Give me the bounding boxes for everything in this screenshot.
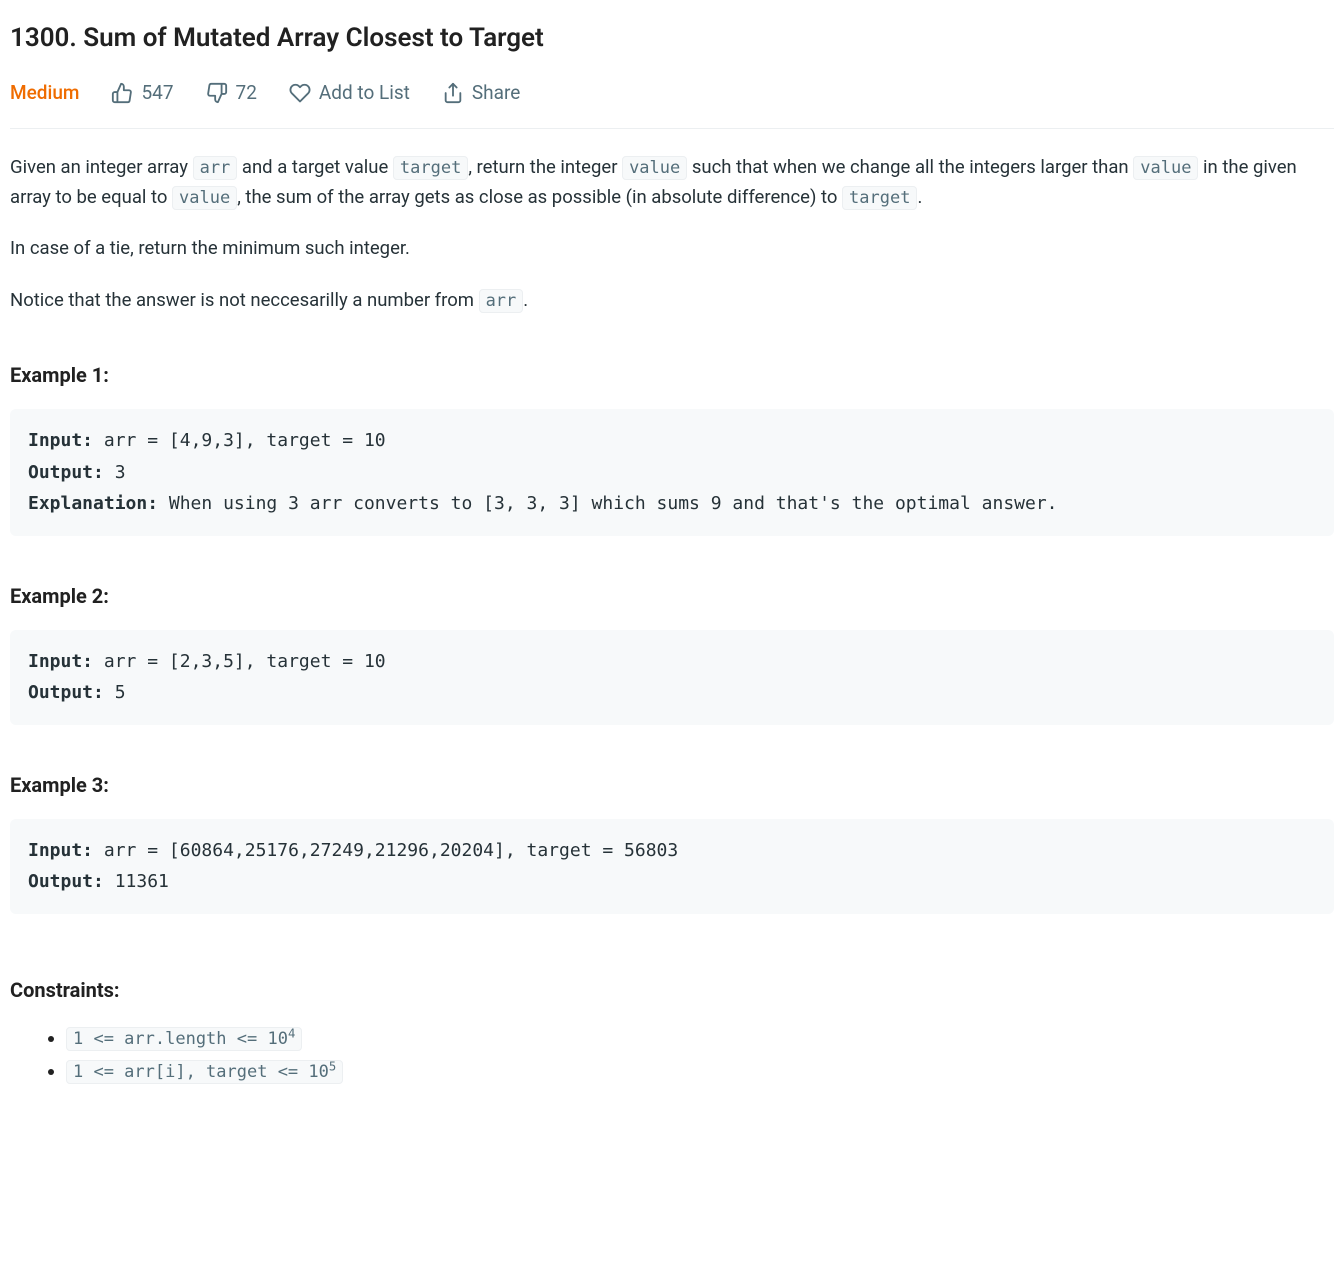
example-heading: Example 2: (10, 580, 1334, 612)
code-target: target (393, 156, 468, 180)
share-label: Share (472, 78, 520, 108)
description-paragraph-3: Notice that the answer is not neccesaril… (10, 286, 1334, 316)
example-block: Input: arr = [2,3,5], target = 10Output:… (10, 630, 1334, 725)
meta-row: Medium 547 72 Add to List Share (10, 78, 1334, 129)
thumbs-up-icon (111, 82, 133, 104)
code-value: value (172, 186, 237, 210)
example-heading: Example 3: (10, 769, 1334, 801)
code-value: value (1133, 156, 1198, 180)
constraints-heading: Constraints: (10, 974, 1334, 1006)
share-icon (442, 82, 464, 104)
constraint-code: 1 <= arr[i], target <= 105 (66, 1060, 343, 1084)
add-to-list-label: Add to List (319, 78, 410, 108)
code-arr: arr (193, 156, 238, 180)
constraint-code: 1 <= arr.length <= 104 (66, 1027, 302, 1051)
problem-description: Given an integer array arr and a target … (10, 153, 1334, 315)
dislikes-button[interactable]: 72 (206, 78, 257, 108)
example-block: Input: arr = [4,9,3], target = 10Output:… (10, 409, 1334, 536)
add-to-list-button[interactable]: Add to List (289, 78, 410, 108)
problem-title: 1300. Sum of Mutated Array Closest to Ta… (10, 18, 1334, 60)
code-target: target (842, 186, 917, 210)
constraint-item: 1 <= arr[i], target <= 105 (66, 1057, 1334, 1087)
heart-icon (289, 82, 311, 104)
code-arr: arr (479, 289, 524, 313)
thumbs-down-icon (206, 82, 228, 104)
share-button[interactable]: Share (442, 78, 520, 108)
likes-count: 547 (141, 78, 173, 108)
constraint-item: 1 <= arr.length <= 104 (66, 1024, 1334, 1054)
constraints-list: 1 <= arr.length <= 104 1 <= arr[i], targe… (10, 1024, 1334, 1087)
example-heading: Example 1: (10, 359, 1334, 391)
code-value: value (622, 156, 687, 180)
likes-button[interactable]: 547 (111, 78, 173, 108)
difficulty-badge: Medium (10, 78, 79, 108)
description-paragraph-1: Given an integer array arr and a target … (10, 153, 1334, 212)
dislikes-count: 72 (236, 78, 257, 108)
description-paragraph-2: In case of a tie, return the minimum suc… (10, 234, 1334, 264)
example-block: Input: arr = [60864,25176,27249,21296,20… (10, 819, 1334, 914)
